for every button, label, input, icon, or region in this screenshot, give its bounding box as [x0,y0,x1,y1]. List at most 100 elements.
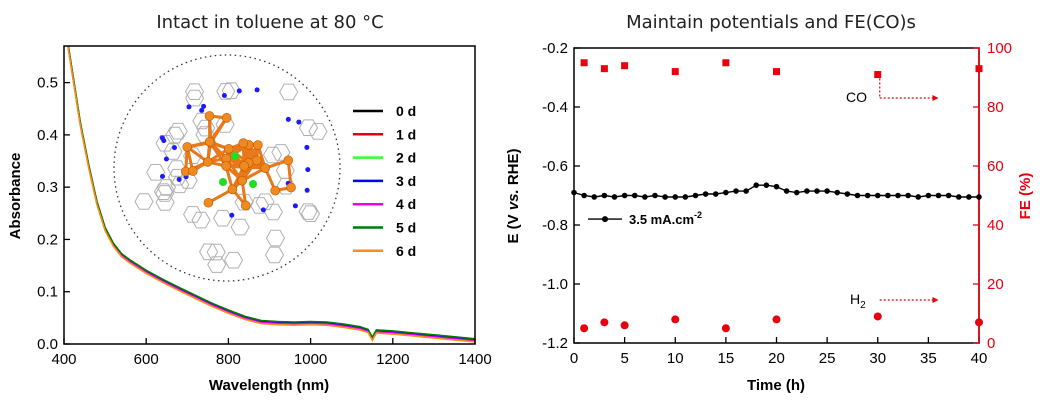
fe-annotation-arrowhead [932,297,939,303]
potential-point [814,188,820,194]
legend-label: 4 d [396,196,416,212]
cu-atom [252,155,262,166]
y-left-tick-label: -1.0 [542,276,568,293]
left-x-axis-label: Wavelength (nm) [209,377,329,394]
x-tick-label: 40 [971,350,988,367]
potential-point [743,188,749,194]
ligand-ring [265,229,286,247]
ligand-ring [185,89,205,107]
cu-atom [270,185,281,196]
potential-point [753,182,760,188]
structure-inset [113,54,341,282]
n-atom [160,173,166,179]
potential-point [712,191,719,197]
fe-h2-point [600,318,609,327]
series-line-5d [67,46,475,340]
potential-legend-superscript: -2 [694,210,702,220]
potential-point [601,192,608,199]
legend-label: 3 d [396,173,416,189]
potential-point [571,189,577,196]
fe-co-point [621,62,629,70]
potential-point [844,191,851,197]
y-tick-label: 0.3 [37,179,58,196]
cu-atom [203,197,214,208]
x-tick-label: 20 [768,350,785,367]
legend-label: 5 d [396,220,416,236]
n-atom [159,135,165,141]
potential-point [783,188,790,194]
n-atom [199,107,205,113]
fe-co-point [671,68,679,76]
right-left-axis-label: E (V vs. RHE) [505,148,522,243]
cu-atom [221,161,231,171]
cu-atom [204,111,215,121]
ligand-ring [183,206,203,223]
cu-atom [237,175,247,186]
n-atom [229,212,235,218]
ligand-ring [168,122,188,140]
fe-h2-point [620,321,629,330]
cu-atom [253,140,263,150]
ligand-ring [255,193,275,210]
cu-atom [223,144,234,154]
x-tick-label: 30 [869,350,886,367]
right-series [571,59,983,333]
potential-point [955,194,962,200]
fe-co-point [600,65,608,73]
right-title: Maintain potentials and FE(CO)s [626,12,916,33]
potential-point [692,192,699,199]
ligand-ring [146,164,166,181]
ligand-ring [264,246,285,264]
n-atom [292,203,298,209]
fe-h2-point [721,324,730,333]
n-atom [304,144,310,150]
potential-point [611,194,618,200]
cu-atom [240,200,251,211]
h-atom [249,180,257,188]
y-tick-label: 0.4 [37,127,58,144]
left-y-axis-label: Absorbance [7,153,24,240]
x-tick-label: 5 [620,350,628,367]
potential-point [925,192,932,199]
potential-point [662,194,668,200]
ylabel-part-RHE: RHE) [505,148,522,189]
ligand-ring [298,119,319,136]
ligand-ring [221,82,241,99]
left-legend: 0 d 1 d 2 d 3 d 4 d 5 d 6 d [353,103,416,259]
ligand-ring [279,83,299,101]
y-left-tick-label: -1.2 [542,335,568,352]
y-right-tick-label: 0 [987,335,995,352]
absorbance-series [67,46,475,343]
potential-point [581,192,587,199]
ligand-ring [183,147,203,164]
ligand-ring [230,218,250,236]
n-atom [285,116,291,122]
legend-label: 2 d [396,150,416,166]
y-tick-label: 0.0 [37,336,58,353]
n-atom [260,207,266,213]
ligand-ring [263,203,283,221]
n-atom [186,104,192,110]
potential-point [945,192,952,199]
cu-atom [202,157,213,167]
ligand-ring [216,83,236,100]
cu-atom [188,166,198,176]
ligand-ring [213,209,233,227]
potential-point [642,194,648,200]
n-atom [201,103,207,109]
cu-atom [221,113,232,123]
cu-atom [260,163,271,173]
x-tick-label: 1200 [376,351,409,368]
x-tick-label: 0 [570,350,578,367]
ligand-ring [207,256,227,273]
right-right-axis-label: FE (%) [1017,173,1034,220]
series-line-6d [67,46,475,343]
potential-point [631,192,638,199]
left-plot-frame [63,45,476,345]
fe-h2-point [873,312,882,321]
n-atom [163,156,169,162]
potential-point [763,182,770,188]
cu-atom [182,142,193,152]
ligand-ring [298,203,318,220]
legend-label: 6 d [396,243,416,259]
